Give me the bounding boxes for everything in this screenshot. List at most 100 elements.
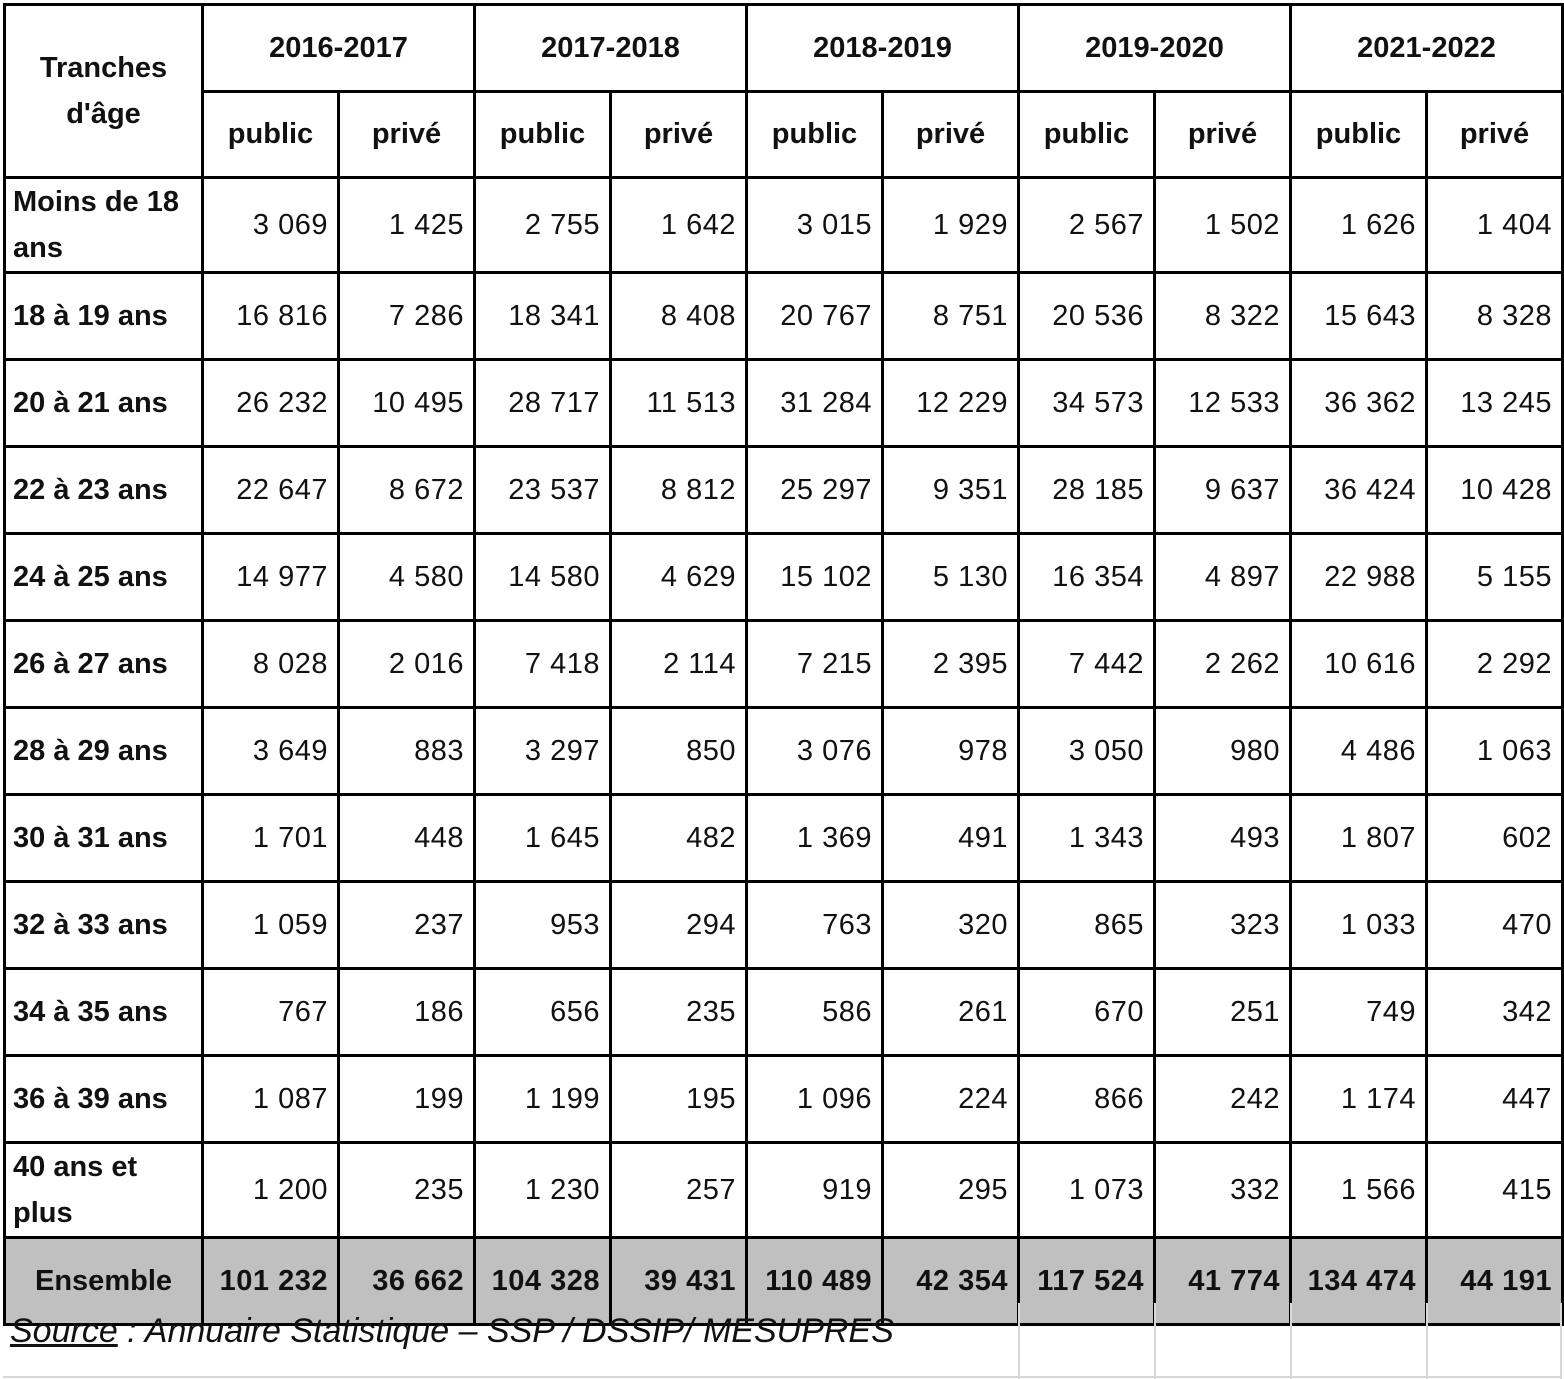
public-value-cell: 767 (201, 967, 340, 1057)
private-value-cell: 8 408 (609, 271, 748, 361)
private-value-cell: 9 637 (1153, 445, 1292, 535)
table-row: 28 à 29 ans 3 649 883 3 297 850 3 076 978 3 050… (3, 706, 1564, 796)
private-value-cell: 491 (881, 793, 1020, 883)
private-value-cell: 11 513 (609, 358, 748, 448)
private-value-cell: 883 (337, 706, 476, 796)
age-group-label: 40 ans et plus (3, 1141, 204, 1239)
public-value-cell: 22 647 (201, 445, 340, 535)
private-value-cell: 342 (1425, 967, 1564, 1057)
public-value-cell: 36 362 (1289, 358, 1428, 448)
age-group-label: Ensemble (3, 1236, 204, 1326)
private-value-cell: 8 328 (1425, 271, 1564, 361)
table-row: 30 à 31 ans 1 701 448 1 645 482 1 369 491 1 343… (3, 793, 1564, 883)
private-value-cell: 242 (1153, 1054, 1292, 1144)
public-value-cell: 8 028 (201, 619, 340, 709)
public-value-cell: 110 489 (745, 1236, 884, 1326)
private-value-cell: 602 (1425, 793, 1564, 883)
public-value-cell: 104 328 (473, 1236, 612, 1326)
public-value-cell: 10 616 (1289, 619, 1428, 709)
public-header: public (1289, 90, 1428, 179)
public-value-cell: 1 199 (473, 1054, 612, 1144)
private-value-cell: 237 (337, 880, 476, 970)
public-value-cell: 25 297 (745, 445, 884, 535)
private-value-cell: 8 322 (1153, 271, 1292, 361)
public-value-cell: 1 033 (1289, 880, 1428, 970)
public-value-cell: 7 215 (745, 619, 884, 709)
private-value-cell: 447 (1425, 1054, 1564, 1144)
private-header: privé (1425, 90, 1564, 179)
private-value-cell: 44 191 (1425, 1236, 1564, 1326)
table-row: Moins de 18 ans 3 069 1 425 2 755 1 642 3 015… (3, 176, 1564, 274)
table-row: 24 à 25 ans 14 977 4 580 14 580 4 629 15 102 5… (3, 532, 1564, 622)
private-value-cell: 36 662 (337, 1236, 476, 1326)
public-value-cell: 23 537 (473, 445, 612, 535)
gridline (1018, 1303, 1020, 1379)
public-value-cell: 656 (473, 967, 612, 1057)
private-value-cell: 224 (881, 1054, 1020, 1144)
public-value-cell: 3 069 (201, 176, 340, 274)
age-group-label: 30 à 31 ans (3, 793, 204, 883)
public-value-cell: 18 341 (473, 271, 612, 361)
public-value-cell: 20 767 (745, 271, 884, 361)
public-value-cell: 1 626 (1289, 176, 1428, 274)
public-value-cell: 16 354 (1017, 532, 1156, 622)
public-header: public (745, 90, 884, 179)
private-value-cell: 1 404 (1425, 176, 1564, 274)
public-value-cell: 15 643 (1289, 271, 1428, 361)
age-group-label: Moins de 18 ans (3, 176, 204, 274)
table-row: 40 ans et plus 1 200 235 1 230 257 919 295 1 07… (3, 1141, 1564, 1239)
public-value-cell: 3 015 (745, 176, 884, 274)
private-value-cell: 13 245 (1425, 358, 1564, 448)
public-value-cell: 1 343 (1017, 793, 1156, 883)
private-value-cell: 470 (1425, 880, 1564, 970)
private-value-cell: 2 262 (1153, 619, 1292, 709)
private-value-cell: 4 629 (609, 532, 748, 622)
private-value-cell: 257 (609, 1141, 748, 1239)
private-value-cell: 482 (609, 793, 748, 883)
private-value-cell: 195 (609, 1054, 748, 1144)
table-row: 34 à 35 ans 767 186 656 235 586 261 670 251 749 34… (3, 967, 1564, 1057)
year-header-row: Tranches d'âge 2016-2017 2017-2018 2018-… (3, 3, 1564, 179)
private-value-cell: 295 (881, 1141, 1020, 1239)
public-value-cell: 28 717 (473, 358, 612, 448)
public-header: public (1017, 90, 1156, 179)
age-group-label: 34 à 35 ans (3, 967, 204, 1057)
public-value-cell: 865 (1017, 880, 1156, 970)
gridline (1426, 1303, 1428, 1379)
private-value-cell: 10 428 (1425, 445, 1564, 535)
private-value-cell: 850 (609, 706, 748, 796)
public-value-cell: 1 096 (745, 1054, 884, 1144)
public-value-cell: 3 649 (201, 706, 340, 796)
public-header: public (201, 90, 340, 179)
year-header: 2018-2019 (745, 3, 1020, 93)
private-value-cell: 2 395 (881, 619, 1020, 709)
public-value-cell: 1 369 (745, 793, 884, 883)
public-value-cell: 763 (745, 880, 884, 970)
public-value-cell: 866 (1017, 1054, 1156, 1144)
public-value-cell: 2 567 (1017, 176, 1156, 274)
private-value-cell: 261 (881, 967, 1020, 1057)
age-group-label: 26 à 27 ans (3, 619, 204, 709)
public-value-cell: 36 424 (1289, 445, 1428, 535)
sector-header-row: public privé public privé public privé p… (5, 90, 1564, 179)
public-value-cell: 1 566 (1289, 1141, 1428, 1239)
source-text: : Annuaire Statistique – SSP / DSSIP/ ME… (117, 1312, 894, 1350)
gridline (3, 1376, 1561, 1378)
public-value-cell: 1 807 (1289, 793, 1428, 883)
public-value-cell: 3 297 (473, 706, 612, 796)
age-group-label: 22 à 23 ans (3, 445, 204, 535)
private-value-cell: 1 502 (1153, 176, 1292, 274)
private-value-cell: 4 580 (337, 532, 476, 622)
public-value-cell: 586 (745, 967, 884, 1057)
public-value-cell: 117 524 (1017, 1236, 1156, 1326)
private-value-cell: 9 351 (881, 445, 1020, 535)
private-value-cell: 2 016 (337, 619, 476, 709)
gridline (1154, 1303, 1156, 1379)
public-value-cell: 14 977 (201, 532, 340, 622)
age-group-label: 24 à 25 ans (3, 532, 204, 622)
public-value-cell: 20 536 (1017, 271, 1156, 361)
public-value-cell: 22 988 (1289, 532, 1428, 622)
private-value-cell: 448 (337, 793, 476, 883)
private-value-cell: 251 (1153, 967, 1292, 1057)
